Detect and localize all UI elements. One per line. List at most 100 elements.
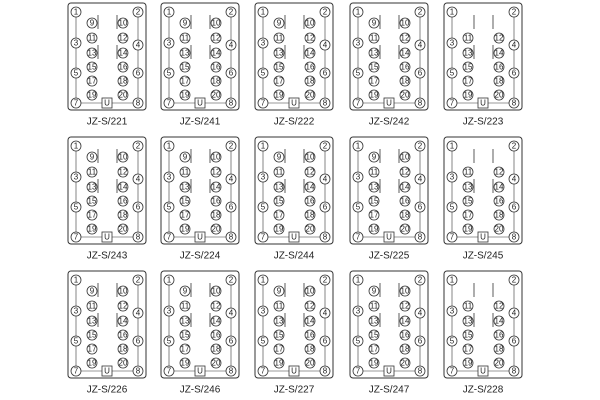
terminal [462,343,474,355]
terminal [446,231,458,243]
terminal [319,67,331,79]
terminal-label: 13 [370,317,379,326]
terminal [257,335,269,347]
terminal-label: U [104,99,110,108]
terminal-label: 17 [88,211,97,220]
terminal-label: 14 [306,49,315,58]
terminal-label: 1 [167,142,172,151]
terminal [117,17,129,29]
terminal [70,201,82,213]
terminal [368,181,380,193]
terminal [493,32,505,44]
terminal-label: 6 [229,69,234,78]
terminal-label: U [386,99,392,108]
terminal [179,357,191,369]
module-frame [160,270,240,379]
terminal-label: 16 [119,63,128,72]
terminal [163,274,175,286]
coil-box [477,97,489,109]
terminal [508,6,520,18]
terminal [493,209,505,221]
terminal [163,37,175,49]
terminal-label: 20 [401,225,410,234]
terminal-label: 6 [136,337,141,346]
terminal [368,17,380,29]
module-label: JZ-S/228 [463,385,504,396]
terminal [257,97,269,109]
terminal-label: 8 [418,99,423,108]
module-label: JZ-S/223 [463,117,504,128]
terminal-label: 3 [356,39,361,48]
terminal-label: 18 [119,345,128,354]
terminal-label: 17 [181,211,190,220]
terminal-label: 7 [450,99,455,108]
coil-box [477,365,489,377]
coil-box [194,231,206,243]
terminal-label: 16 [212,197,221,206]
terminal-label: 19 [88,91,97,100]
terminal-label: 19 [275,225,284,234]
terminal [273,17,285,29]
terminal [117,329,129,341]
terminal [508,274,520,286]
terminal [273,89,285,101]
terminal [117,223,129,235]
terminal [319,6,331,18]
terminal-label: 11 [88,34,97,43]
terminal-label: 1 [261,276,266,285]
terminal [446,67,458,79]
terminal [86,32,98,44]
terminal-label: 7 [450,233,455,242]
terminal-label: 16 [401,63,410,72]
terminal [86,75,98,87]
terminal-label: 11 [88,302,97,311]
terminal-label: 4 [512,309,517,318]
terminal-label: 20 [212,225,221,234]
terminal [304,47,316,59]
terminal-label: 19 [464,359,473,368]
terminal [273,181,285,193]
terminal [446,171,458,183]
terminal-label: 6 [323,69,328,78]
terminal-label: 1 [356,8,361,17]
terminal [304,89,316,101]
terminal [117,209,129,221]
terminal-label: 15 [464,63,473,72]
terminal [508,173,520,185]
coil-box [288,231,300,243]
terminal-label: 10 [306,153,315,162]
terminal [257,37,269,49]
terminal-label: 13 [88,49,97,58]
module-label: JZ-S/247 [369,385,410,396]
terminal-label: 17 [464,211,473,220]
terminal-label: 13 [464,317,473,326]
module-frame [349,270,429,379]
terminal-label: 16 [119,197,128,206]
terminal [86,17,98,29]
terminal-label: 9 [183,287,188,296]
module-frame [67,2,147,111]
terminal-label: 11 [275,302,284,311]
terminal [273,300,285,312]
terminal-label: 17 [88,77,97,86]
terminal [210,357,222,369]
terminal-label: 7 [74,99,79,108]
terminal [462,166,474,178]
terminal [352,365,364,377]
terminal-label: 12 [119,302,128,311]
terminal [414,365,426,377]
terminal-label: 5 [167,337,172,346]
terminal-label: 8 [418,367,423,376]
terminal-label: 8 [136,99,141,108]
terminal [273,357,285,369]
terminal-label: 18 [495,345,504,354]
terminal-label: 10 [401,287,410,296]
terminal [179,89,191,101]
terminal-label: 1 [261,8,266,17]
